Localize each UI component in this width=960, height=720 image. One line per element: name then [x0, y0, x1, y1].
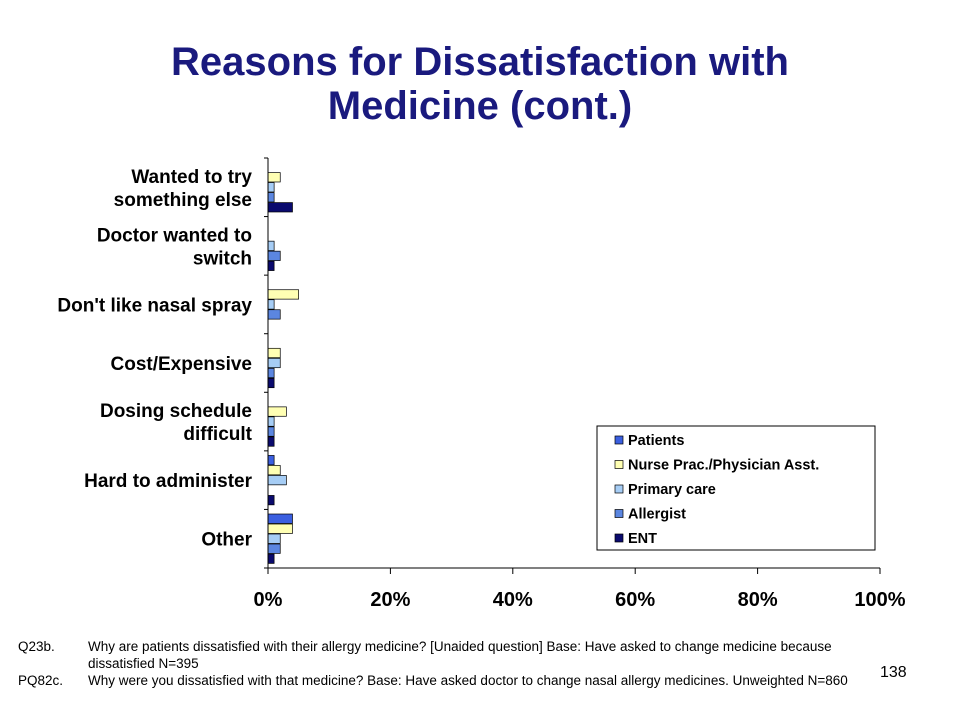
legend-label: Patients — [628, 433, 684, 449]
legend-box — [596, 425, 876, 551]
title-line-1: Reasons for Dissatisfaction with — [171, 40, 789, 84]
bar — [267, 513, 293, 524]
page-number: 138 — [880, 664, 907, 681]
bar — [267, 240, 275, 251]
bar — [267, 406, 287, 417]
bar — [267, 436, 275, 447]
x-tick-label: 80% — [738, 589, 778, 611]
page-title: Reasons for Dissatisfaction with Medicin… — [0, 40, 960, 128]
category-label: Other — [201, 530, 252, 551]
legend-swatch — [614, 435, 624, 445]
bar — [267, 377, 275, 389]
legend-label: Nurse Prac./Physician Asst. — [628, 458, 819, 474]
category-label: Cost/Expensive — [111, 354, 253, 375]
footnote-text: Why are patients dissatisfied with their… — [88, 639, 832, 671]
bar — [267, 309, 281, 320]
bar — [267, 250, 281, 261]
bar — [267, 202, 293, 213]
bar — [267, 465, 281, 476]
footnote-text: Why were you dissatisfied with that medi… — [88, 673, 848, 688]
bar — [267, 553, 275, 564]
bar — [267, 416, 275, 427]
x-tick-label: 100% — [854, 589, 905, 611]
category-label: difficult — [183, 424, 252, 445]
title-line-2: Medicine (cont.) — [327, 84, 633, 128]
bar — [267, 192, 275, 203]
x-tick-label: 20% — [370, 589, 410, 611]
bar — [267, 426, 275, 437]
footnote-q23b: Q23b. Why are patients dissatisfied with… — [18, 638, 878, 672]
bar — [267, 475, 287, 486]
legend-label: Allergist — [628, 507, 686, 523]
bar — [267, 357, 281, 369]
bar — [267, 299, 275, 310]
footnotes: Q23b. Why are patients dissatisfied with… — [18, 638, 878, 689]
bar — [267, 182, 275, 193]
legend-swatch — [614, 509, 624, 518]
bar — [267, 347, 281, 359]
footnote-code: PQ82c. — [18, 673, 64, 688]
bar — [267, 523, 293, 534]
category-label: Wanted to try — [131, 167, 252, 188]
legend-swatch — [614, 484, 624, 494]
bar — [267, 543, 281, 554]
category-label: Doctor wanted to — [97, 225, 252, 246]
x-tick-label: 60% — [615, 589, 655, 611]
category-label: Hard to administer — [84, 471, 252, 492]
bar — [267, 289, 299, 300]
category-label: something else — [114, 190, 252, 211]
category-label: Don't like nasal spray — [57, 295, 252, 316]
legend-label: ENT — [628, 531, 657, 547]
bar — [267, 495, 275, 506]
legend-swatch — [614, 533, 624, 543]
category-label: switch — [193, 248, 252, 269]
bar — [267, 533, 281, 544]
category-label: Dosing schedule — [100, 401, 252, 422]
footnote-pq82c: PQ82c. Why were you dissatisfied with th… — [18, 672, 878, 689]
bar — [267, 172, 281, 183]
footnote-code: Q23b. — [18, 639, 55, 654]
x-tick-label: 0% — [254, 589, 283, 611]
x-tick-label: 40% — [493, 589, 533, 611]
bar — [267, 455, 275, 466]
legend-swatch — [614, 460, 624, 469]
legend-label: Primary care — [628, 482, 716, 498]
bar — [267, 367, 275, 379]
bar — [267, 260, 275, 271]
